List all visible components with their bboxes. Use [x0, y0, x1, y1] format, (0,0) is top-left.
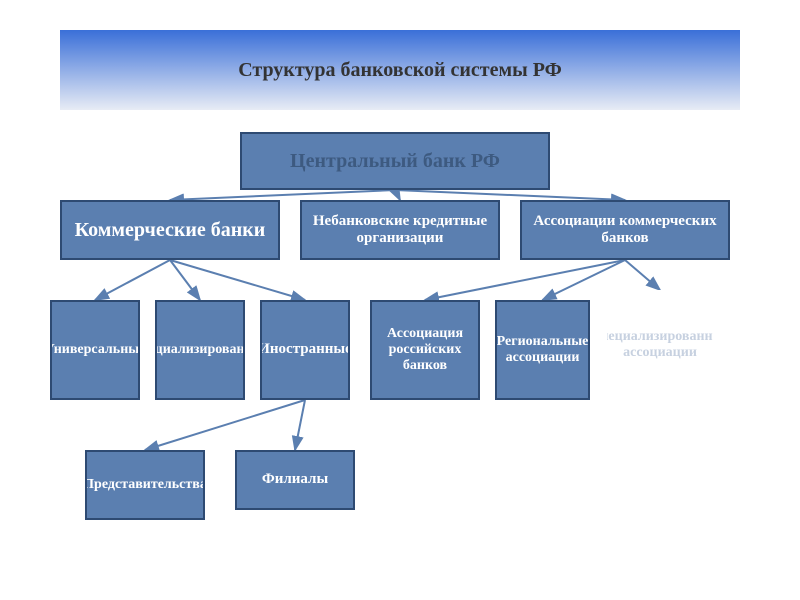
title-bar: Структура банковской системы РФ [60, 30, 740, 110]
node-commercial: Коммерческие банки [60, 200, 280, 260]
edge-root-nonbank [395, 190, 400, 200]
node-regional: Региональные ассоциации [495, 300, 590, 400]
node-root: Центральный банк РФ [240, 132, 550, 190]
node-nonbank: Небанковские кредитные организации [300, 200, 500, 260]
edge-commercial-foreign [170, 260, 305, 300]
node-assoc: Ассоциации коммерческих банков [520, 200, 730, 260]
edge-assoc-assoc_ru [425, 260, 625, 300]
node-foreign: Иностранные [260, 300, 350, 400]
node-universal: Универсальные [50, 300, 140, 400]
node-branches: Филиалы [235, 450, 355, 510]
node-spec_assoc: Специализированные ассоциации [605, 290, 715, 400]
edge-foreign-branches [295, 400, 305, 450]
edge-commercial-special [170, 260, 200, 300]
edge-root-commercial [170, 190, 395, 200]
edge-root-assoc [395, 190, 625, 200]
node-special: Специализированные [155, 300, 245, 400]
edge-commercial-universal [95, 260, 170, 300]
node-assoc_ru: Ассоциация российских банков [370, 300, 480, 400]
page-title: Структура банковской системы РФ [238, 59, 562, 82]
node-rep: Представительства [85, 450, 205, 520]
edge-foreign-rep [145, 400, 305, 450]
edge-assoc-spec_assoc [625, 260, 660, 290]
